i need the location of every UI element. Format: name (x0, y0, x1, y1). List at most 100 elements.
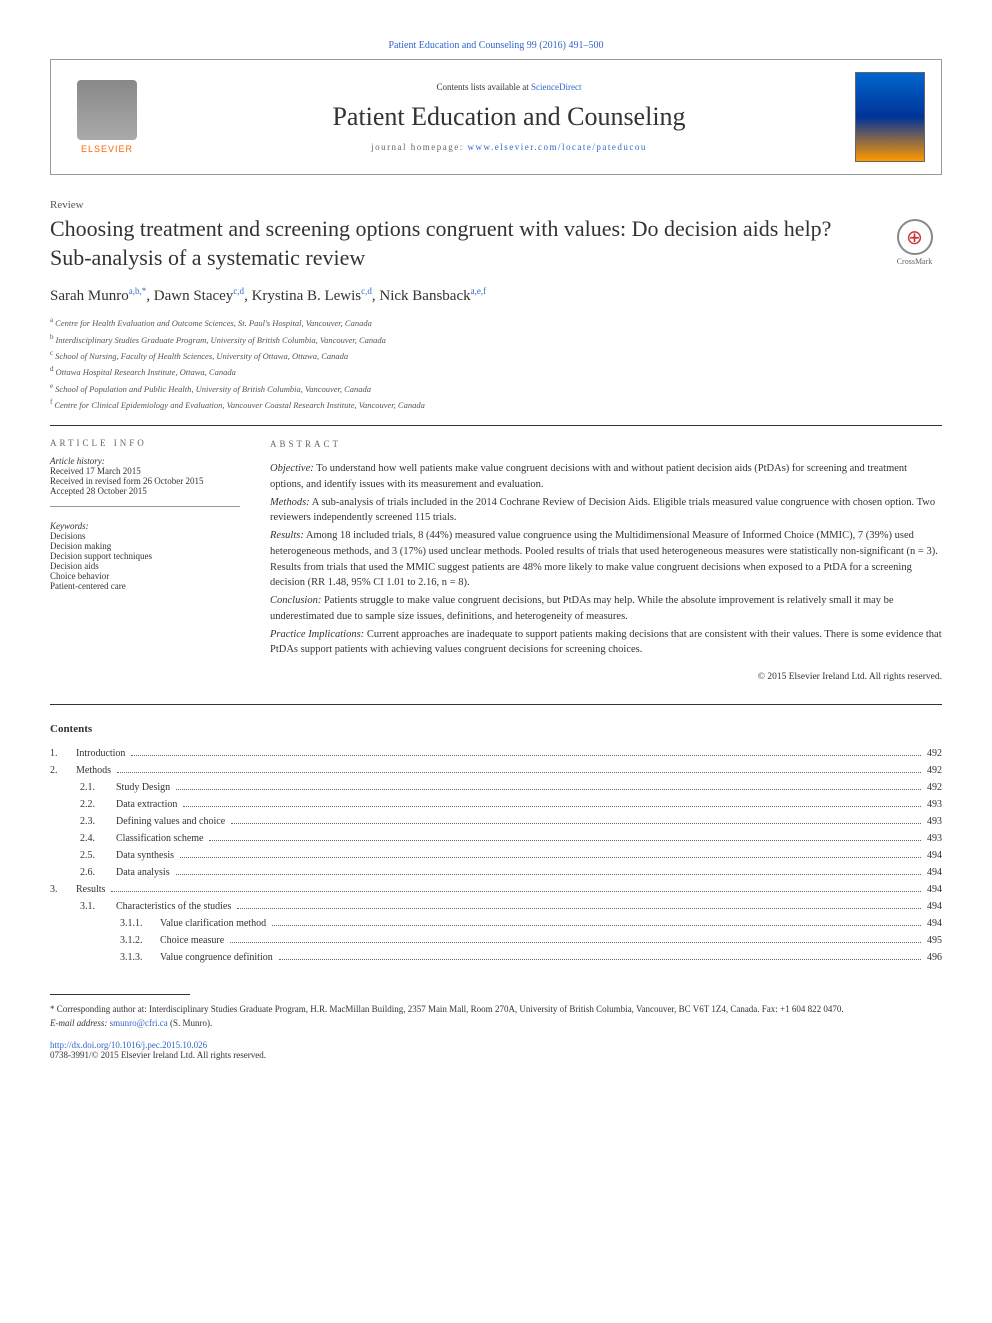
contents-available-line: Contents lists available at ScienceDirec… (163, 82, 855, 92)
author-4: Nick Bansback (379, 288, 470, 304)
results-label: Results: (270, 530, 304, 541)
journal-cover-thumbnail (855, 72, 925, 162)
toc-dots (237, 908, 921, 909)
author-3-sup: c,d (361, 286, 372, 296)
toc-page: 494 (927, 898, 942, 915)
keyword: Choice behavior (50, 571, 240, 581)
toc-row[interactable]: 2.1.Study Design492 (50, 779, 942, 796)
sciencedirect-link[interactable]: ScienceDirect (531, 82, 581, 92)
history-label: Article history: (50, 456, 240, 466)
conclusion-text: Patients struggle to make value congruen… (270, 595, 894, 622)
divider (50, 425, 942, 426)
toc-title: Characteristics of the studies (116, 898, 231, 915)
abstract-heading: ABSTRACT (270, 438, 942, 452)
toc-dots (231, 823, 921, 824)
crossmark-badge[interactable]: ⊕ CrossMark (887, 219, 942, 266)
affiliation-c: School of Nursing, Faculty of Health Sci… (55, 351, 348, 361)
header-citation: Patient Education and Counseling 99 (201… (50, 40, 942, 51)
toc-number: 2.4. (80, 830, 106, 847)
toc-row[interactable]: 3.1. Characteristics of the studies 494 (50, 898, 942, 915)
toc-row[interactable]: 3.1.1.Value clarification method494 (50, 915, 942, 932)
accepted-date: Accepted 28 October 2015 (50, 486, 240, 496)
toc-row[interactable]: 2.6.Data analysis494 (50, 864, 942, 881)
toc-dots (176, 874, 921, 875)
toc-dots (111, 891, 921, 892)
toc-row[interactable]: 1.Introduction492 (50, 745, 942, 762)
contents-prefix: Contents lists available at (437, 82, 531, 92)
author-2: Dawn Stacey (154, 288, 234, 304)
abstract-copyright: © 2015 Elsevier Ireland Ltd. All rights … (270, 670, 942, 684)
email-label: E-mail address: (50, 1018, 110, 1028)
results-text: Among 18 included trials, 8 (44%) measur… (270, 530, 938, 588)
author-1: Sarah Munro (50, 288, 129, 304)
objective-label: Objective: (270, 463, 314, 474)
toc-number: 3.1.3. (120, 949, 150, 966)
toc-number: 3. (50, 881, 66, 898)
toc-title: Classification scheme (116, 830, 203, 847)
affiliation-f: Centre for Clinical Epidemiology and Eva… (54, 400, 425, 410)
toc-title: Defining values and choice (116, 813, 225, 830)
toc-dots (180, 857, 921, 858)
toc-row[interactable]: 3.Results494 (50, 881, 942, 898)
keywords-label: Keywords: (50, 521, 240, 531)
toc-row[interactable]: 2.5.Data synthesis494 (50, 847, 942, 864)
author-3: Krystina B. Lewis (252, 288, 362, 304)
table-of-contents: 1.Introduction4922.Methods4922.1.Study D… (50, 745, 942, 966)
toc-number: 3.1. (80, 898, 106, 915)
toc-title: Data synthesis (116, 847, 174, 864)
affiliations: aCentre for Health Evaluation and Outcom… (50, 315, 942, 413)
toc-title: Study Design (116, 779, 170, 796)
toc-title: Value congruence definition (160, 949, 273, 966)
journal-header-box: ELSEVIER Contents lists available at Sci… (50, 59, 942, 175)
toc-dots (117, 772, 921, 773)
methods-label: Methods: (270, 497, 310, 508)
toc-dots (279, 959, 921, 960)
author-2-sup: c,d (233, 286, 244, 296)
toc-row[interactable]: 2.4. Classification scheme 493 (50, 830, 942, 847)
elsevier-tree-icon (77, 80, 137, 140)
homepage-link[interactable]: www.elsevier.com/locate/pateducou (468, 142, 647, 152)
toc-number: 2.5. (80, 847, 106, 864)
objective-text: To understand how well patients make val… (270, 463, 907, 490)
conclusion-label: Conclusion: (270, 595, 321, 606)
practice-text: Current approaches are inadequate to sup… (270, 629, 942, 656)
affiliation-e: School of Population and Public Health, … (55, 384, 371, 394)
toc-title: Introduction (76, 745, 125, 762)
keyword: Decision aids (50, 561, 240, 571)
toc-page: 493 (927, 830, 942, 847)
received-date: Received 17 March 2015 (50, 466, 240, 476)
affiliation-d: Ottawa Hospital Research Institute, Otta… (56, 367, 236, 377)
toc-page: 495 (927, 932, 942, 949)
affiliation-a: Centre for Health Evaluation and Outcome… (55, 318, 372, 328)
affiliation-b: Interdisciplinary Studies Graduate Progr… (56, 334, 386, 344)
toc-page: 494 (927, 881, 942, 898)
email-link[interactable]: smunro@cfri.ca (110, 1018, 168, 1028)
keyword: Decisions (50, 531, 240, 541)
toc-row[interactable]: 3.1.2.Choice measure495 (50, 932, 942, 949)
toc-title: Data extraction (116, 796, 177, 813)
author-4-sup: a,e,f (471, 286, 487, 296)
toc-dots (272, 925, 921, 926)
practice-label: Practice Implications: (270, 629, 364, 640)
toc-row[interactable]: 2.2.Data extraction493 (50, 796, 942, 813)
toc-page: 493 (927, 813, 942, 830)
toc-row[interactable]: 3.1.3. Value congruence definition 496 (50, 949, 942, 966)
toc-page: 492 (927, 762, 942, 779)
toc-page: 496 (927, 949, 942, 966)
toc-row[interactable]: 2.3.Defining values and choice493 (50, 813, 942, 830)
issn-copyright: 0738-3991/© 2015 Elsevier Ireland Ltd. A… (50, 1050, 266, 1060)
divider (50, 704, 942, 705)
toc-title: Methods (76, 762, 111, 779)
toc-dots (131, 755, 921, 756)
email-suffix: (S. Munro). (168, 1018, 213, 1028)
article-info-heading: ARTICLE INFO (50, 438, 240, 448)
doi-link[interactable]: http://dx.doi.org/10.1016/j.pec.2015.10.… (50, 1040, 207, 1050)
toc-row[interactable]: 2.Methods492 (50, 762, 942, 779)
revised-date: Received in revised form 26 October 2015 (50, 476, 240, 486)
elsevier-label: ELSEVIER (81, 144, 133, 154)
toc-dots (176, 789, 921, 790)
toc-number: 3.1.2. (120, 932, 150, 949)
toc-page: 493 (927, 796, 942, 813)
footnotes: * Corresponding author at: Interdiscipli… (50, 1003, 942, 1030)
crossmark-label: CrossMark (897, 257, 933, 266)
